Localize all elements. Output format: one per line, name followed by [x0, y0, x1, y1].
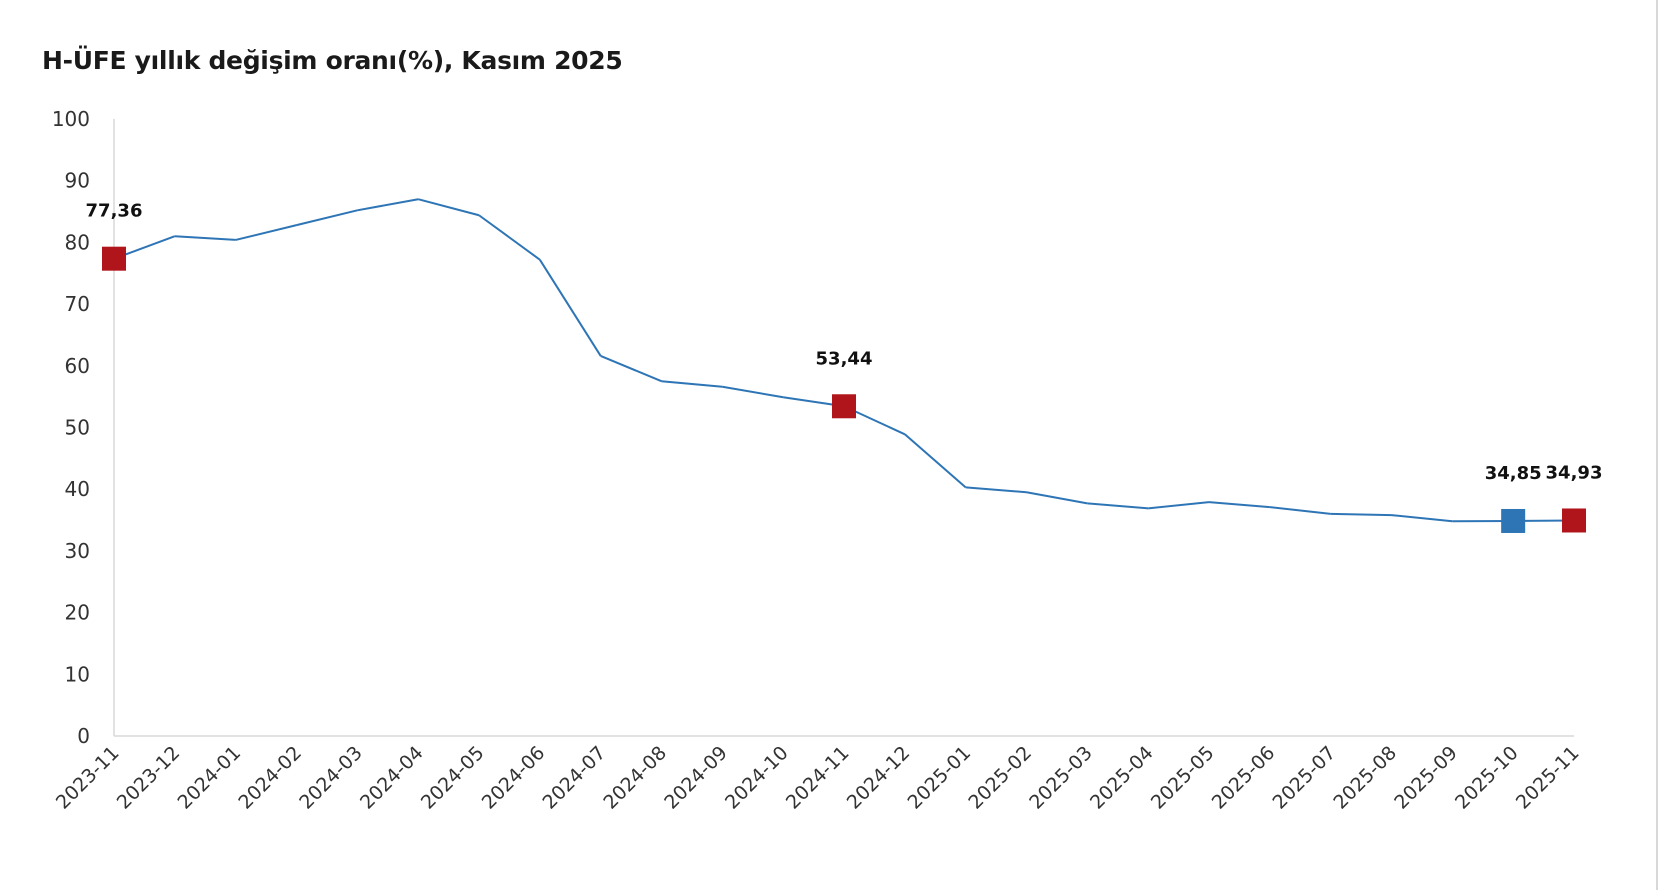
line-segment [1208, 501, 1270, 509]
x-tick-label: 2025-01 [904, 742, 976, 814]
x-tick-label: 2025-06 [1208, 742, 1280, 814]
highlight-marker [832, 394, 856, 419]
line-segment [478, 214, 541, 261]
y-tick-label: 0 [77, 724, 90, 748]
data-label: 77,36 [86, 201, 143, 222]
line-segment [1087, 502, 1149, 510]
x-tick-label: 2025-09 [1390, 742, 1462, 814]
x-tick-label: 2025-02 [964, 742, 1036, 814]
line-segment [296, 209, 358, 227]
line-segment [904, 433, 967, 489]
x-tick-label: 2024-08 [599, 742, 671, 814]
line-segment [600, 355, 662, 383]
x-tick-label: 2024-11 [782, 742, 854, 814]
line-segment [538, 259, 602, 357]
chart-title: H-ÜFE yıllık değişim oranı(%), Kasım 202… [42, 46, 623, 75]
y-tick-label: 20 [65, 601, 90, 625]
x-tick-label: 2024-07 [539, 742, 611, 814]
line-segment [661, 380, 723, 388]
x-tick-label: 2024-02 [234, 742, 306, 814]
x-tick-label: 2024-03 [295, 742, 367, 814]
data-label: 53,44 [816, 348, 873, 369]
x-tick-label: 2025-04 [1086, 742, 1158, 814]
x-tick-label: 2025-10 [1451, 742, 1523, 814]
line-segment [1269, 506, 1331, 515]
x-tick-label: 2024-01 [174, 742, 246, 814]
y-tick-label: 70 [65, 292, 90, 316]
line-segment [235, 224, 297, 241]
x-tick-label: 2025-07 [1269, 742, 1341, 814]
line-segment [965, 486, 1027, 494]
x-tick-label: 2024-06 [478, 742, 550, 814]
data-label: 34,93 [1546, 462, 1603, 483]
line-segment [1026, 491, 1088, 505]
y-tick-label: 100 [52, 107, 90, 131]
y-tick-label: 60 [65, 354, 90, 378]
x-tick-label: 2024-04 [356, 742, 428, 814]
y-tick-label: 90 [65, 169, 90, 193]
highlight-marker [1501, 508, 1526, 533]
x-tick-label: 2023-12 [113, 742, 185, 814]
x-tick-label: 2024-10 [721, 742, 793, 814]
x-tick-label: 2025-11 [1512, 742, 1584, 814]
y-tick-label: 30 [65, 539, 90, 563]
line-segment [722, 385, 784, 399]
line-segment [1391, 514, 1453, 523]
x-tick-label: 2025-08 [1329, 742, 1401, 814]
line-segment [1330, 512, 1392, 517]
line-segment [1148, 501, 1210, 510]
y-tick-label: 10 [65, 662, 90, 686]
highlight-marker [1562, 508, 1586, 533]
y-tick-label: 50 [65, 416, 90, 440]
x-tick-label: 2025-05 [1147, 742, 1219, 814]
highlight-marker [102, 246, 126, 271]
line-segment [357, 198, 419, 212]
line-segment [174, 235, 236, 241]
line-segment [417, 198, 480, 217]
x-tick-label: 2023-11 [52, 742, 124, 814]
x-tick-label: 2024-12 [843, 742, 915, 814]
x-tick-label: 2025-03 [1025, 742, 1097, 814]
y-tick-label: 40 [65, 477, 90, 501]
x-tick-label: 2024-09 [660, 742, 732, 814]
right-border [1656, 0, 1658, 890]
y-tick-label: 80 [65, 230, 90, 254]
data-label: 34,85 [1485, 463, 1542, 484]
x-tick-label: 2024-05 [417, 742, 489, 814]
